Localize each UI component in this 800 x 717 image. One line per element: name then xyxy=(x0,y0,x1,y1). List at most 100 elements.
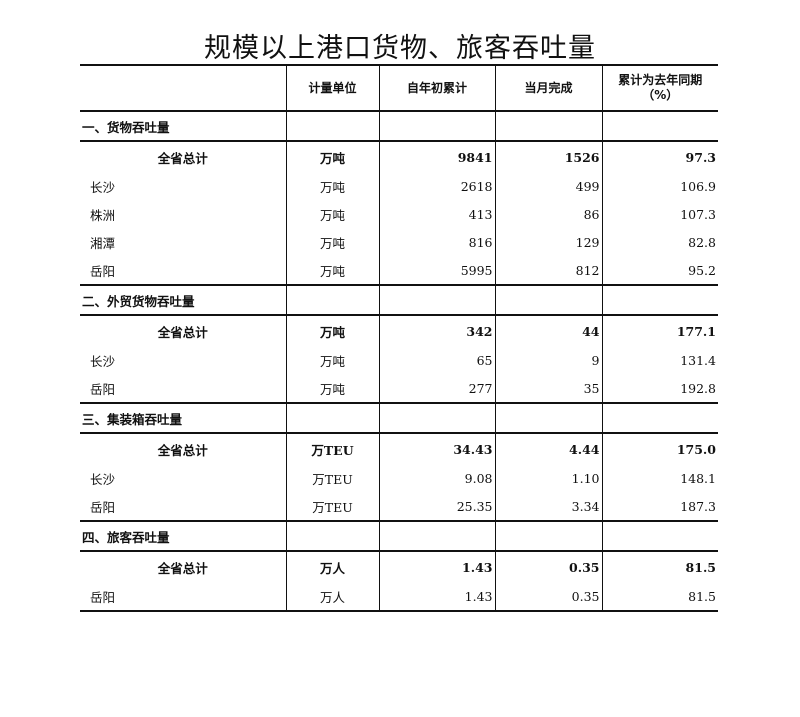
ytd-cell: 1.43 xyxy=(378,582,495,612)
pct-cell: 175.0 xyxy=(601,433,718,464)
empty-cell xyxy=(378,403,495,434)
ytd-cell: 9.08 xyxy=(378,464,495,492)
region-name: 全省总计 xyxy=(157,324,208,340)
region-name: 岳阳 xyxy=(80,582,286,612)
empty-cell xyxy=(378,111,495,142)
region-name: 岳阳 xyxy=(80,492,286,522)
region-name: 岳阳 xyxy=(80,256,286,286)
region-name: 全省总计 xyxy=(157,150,208,166)
port-throughput-table: 计量单位 自年初累计 当月完成 累计为去年同期 （%） 一、货物吞吐量 全省总计 万吨… xyxy=(80,64,718,612)
ytd-cell: 2618 xyxy=(378,172,495,200)
month-cell: 1526 xyxy=(494,141,602,172)
section-label: 一、货物吞吐量 xyxy=(80,111,286,142)
table-row: 长沙 万TEU 9.08 1.10 148.1 xyxy=(80,464,718,492)
pct-cell: 131.4 xyxy=(601,346,718,374)
month-cell: 129 xyxy=(494,228,602,256)
region-name: 全省总计 xyxy=(157,560,208,576)
total-row: 全省总计 万吨 342 44 177.1 xyxy=(80,315,718,346)
total-row: 全省总计 万人 1.43 0.35 81.5 xyxy=(80,551,718,582)
table-row: 岳阳 万TEU 25.35 3.34 187.3 xyxy=(80,492,718,522)
ytd-cell: 5995 xyxy=(378,256,495,286)
empty-cell xyxy=(601,111,718,142)
ytd-cell: 277 xyxy=(378,374,495,404)
ytd-cell: 65 xyxy=(378,346,495,374)
month-cell: 9 xyxy=(494,346,602,374)
total-row: 全省总计 万吨 9841 1526 97.3 xyxy=(80,141,718,172)
ytd-cell: 816 xyxy=(378,228,495,256)
table-row: 长沙 万吨 65 9 131.4 xyxy=(80,346,718,374)
unit-cell: 万吨 xyxy=(285,141,379,172)
pct-cell: 107.3 xyxy=(601,200,718,228)
header-ytd: 自年初累计 xyxy=(378,65,495,111)
empty-cell xyxy=(601,521,718,552)
ytd-cell: 1.43 xyxy=(378,551,495,582)
page-title: 规模以上港口货物、旅客吞吐量 xyxy=(204,33,596,64)
month-cell: 35 xyxy=(494,374,602,404)
pct-cell: 177.1 xyxy=(601,315,718,346)
pct-cell: 97.3 xyxy=(601,141,718,172)
table-row: 湘潭 万吨 816 129 82.8 xyxy=(80,228,718,256)
unit-cell: 万TEU xyxy=(285,492,379,522)
empty-cell xyxy=(378,285,495,316)
table-body: 一、货物吞吐量 全省总计 万吨 9841 1526 97.3 长沙 万吨 2618 499 106.… xyxy=(80,111,718,612)
empty-cell xyxy=(601,285,718,316)
ytd-cell: 413 xyxy=(378,200,495,228)
header-row: 计量单位 自年初累计 当月完成 累计为去年同期 （%） xyxy=(80,65,718,111)
ytd-cell: 342 xyxy=(378,315,495,346)
empty-cell xyxy=(601,403,718,434)
ytd-cell: 34.43 xyxy=(378,433,495,464)
section-row: 四、旅客吞吐量 xyxy=(80,521,718,552)
region-name: 岳阳 xyxy=(80,374,286,404)
region-name: 长沙 xyxy=(90,353,116,369)
region-name: 长沙 xyxy=(90,179,116,195)
table-row: 株洲 万吨 413 86 107.3 xyxy=(80,200,718,228)
month-cell: 44 xyxy=(494,315,602,346)
unit-cell: 万人 xyxy=(285,582,379,612)
section-row: 三、集装箱吞吐量 xyxy=(80,403,718,434)
pct-cell: 192.8 xyxy=(601,374,718,404)
empty-cell xyxy=(494,111,602,142)
section-label: 二、外贸货物吞吐量 xyxy=(80,285,286,316)
header-month: 当月完成 xyxy=(494,65,602,111)
month-cell: 4.44 xyxy=(494,433,602,464)
section-label: 四、旅客吞吐量 xyxy=(80,521,286,552)
table-row: 岳阳 万吨 277 35 192.8 xyxy=(80,374,718,404)
unit-cell: 万吨 xyxy=(285,172,379,200)
header-pct: 累计为去年同期 （%） xyxy=(601,65,718,111)
empty-cell xyxy=(494,285,602,316)
table-row: 岳阳 万吨 5995 812 95.2 xyxy=(80,256,718,286)
unit-cell: 万吨 xyxy=(285,374,379,404)
pct-cell: 106.9 xyxy=(601,172,718,200)
empty-cell xyxy=(494,403,602,434)
empty-cell xyxy=(285,521,379,552)
unit-cell: 万吨 xyxy=(285,256,379,286)
section-label: 三、集装箱吞吐量 xyxy=(80,403,286,434)
month-cell: 3.34 xyxy=(494,492,602,522)
unit-cell: 万TEU xyxy=(285,464,379,492)
header-unit: 计量单位 xyxy=(285,65,379,111)
month-cell: 0.35 xyxy=(494,582,602,612)
unit-cell: 万人 xyxy=(285,551,379,582)
unit-cell: 万吨 xyxy=(285,315,379,346)
month-cell: 1.10 xyxy=(494,464,602,492)
unit-cell: 万TEU xyxy=(285,433,379,464)
region-name: 株洲 xyxy=(90,207,116,223)
pct-cell: 81.5 xyxy=(601,551,718,582)
empty-cell xyxy=(378,521,495,552)
total-row: 全省总计 万TEU 34.43 4.44 175.0 xyxy=(80,433,718,464)
empty-cell xyxy=(494,521,602,552)
region-name: 全省总计 xyxy=(157,442,208,458)
table-row: 岳阳 万人 1.43 0.35 81.5 xyxy=(80,582,718,612)
ytd-cell: 9841 xyxy=(378,141,495,172)
pct-cell: 148.1 xyxy=(601,464,718,492)
region-name: 湘潭 xyxy=(90,235,116,251)
empty-cell xyxy=(285,285,379,316)
month-cell: 0.35 xyxy=(494,551,602,582)
table-row: 长沙 万吨 2618 499 106.9 xyxy=(80,172,718,200)
pct-cell: 81.5 xyxy=(601,582,718,612)
unit-cell: 万吨 xyxy=(285,346,379,374)
section-row: 一、货物吞吐量 xyxy=(80,111,718,142)
unit-cell: 万吨 xyxy=(285,200,379,228)
month-cell: 812 xyxy=(494,256,602,286)
region-name: 长沙 xyxy=(90,471,116,487)
